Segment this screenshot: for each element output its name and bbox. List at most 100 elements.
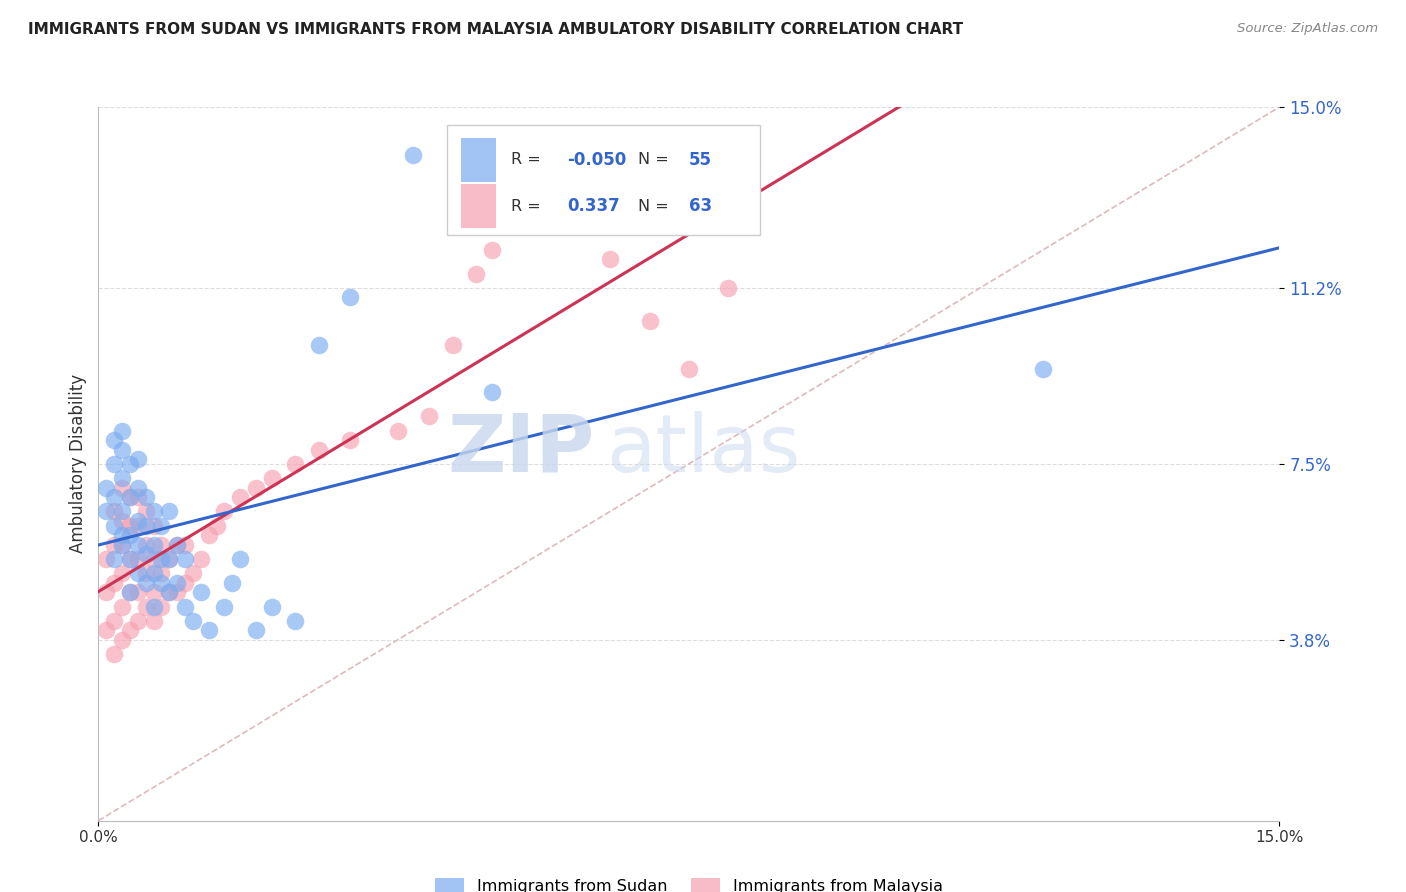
- Point: [157, 552, 180, 566]
- Text: R =: R =: [510, 199, 540, 214]
- Point: [560, 195, 582, 210]
- Point: [111, 504, 134, 518]
- Point: [197, 528, 219, 542]
- Point: [142, 538, 165, 552]
- Point: [520, 219, 543, 233]
- Point: [260, 471, 283, 485]
- Point: [111, 538, 134, 552]
- Point: [103, 433, 125, 447]
- Point: [245, 481, 267, 495]
- Point: [717, 281, 740, 295]
- Point: [135, 538, 157, 552]
- Point: [229, 490, 252, 504]
- Point: [214, 599, 236, 614]
- Point: [245, 624, 267, 638]
- Point: [135, 518, 157, 533]
- Point: [418, 409, 440, 424]
- Point: [1032, 361, 1054, 376]
- Point: [142, 614, 165, 628]
- Point: [157, 504, 180, 518]
- Point: [402, 147, 425, 161]
- Point: [118, 585, 141, 599]
- Text: atlas: atlas: [606, 410, 800, 489]
- Point: [157, 552, 180, 566]
- Point: [166, 538, 188, 552]
- Point: [174, 552, 197, 566]
- Point: [229, 552, 252, 566]
- Point: [150, 599, 173, 614]
- Point: [135, 566, 157, 581]
- Point: [103, 614, 125, 628]
- Point: [150, 518, 173, 533]
- Point: [142, 585, 165, 599]
- Point: [197, 624, 219, 638]
- Text: R =: R =: [510, 153, 540, 168]
- Point: [127, 538, 149, 552]
- Text: N =: N =: [638, 153, 669, 168]
- Point: [118, 585, 141, 599]
- Point: [118, 552, 141, 566]
- Point: [260, 599, 283, 614]
- Point: [387, 424, 409, 438]
- Point: [118, 490, 141, 504]
- Point: [205, 518, 228, 533]
- Point: [96, 504, 118, 518]
- Point: [127, 452, 149, 467]
- Point: [135, 547, 157, 561]
- Point: [118, 528, 141, 542]
- Point: [96, 481, 118, 495]
- Point: [150, 538, 173, 552]
- Text: Source: ZipAtlas.com: Source: ZipAtlas.com: [1237, 22, 1378, 36]
- Point: [103, 647, 125, 661]
- Point: [150, 566, 173, 581]
- Point: [150, 552, 173, 566]
- Point: [127, 514, 149, 528]
- Text: 0.337: 0.337: [567, 197, 620, 215]
- Point: [96, 552, 118, 566]
- Point: [127, 481, 149, 495]
- Point: [135, 575, 157, 590]
- Point: [111, 442, 134, 457]
- Point: [118, 624, 141, 638]
- Legend: Immigrants from Sudan, Immigrants from Malaysia: Immigrants from Sudan, Immigrants from M…: [429, 871, 949, 892]
- Point: [157, 585, 180, 599]
- Point: [157, 585, 180, 599]
- Text: ZIP: ZIP: [447, 410, 595, 489]
- Point: [174, 575, 197, 590]
- Text: N =: N =: [638, 199, 669, 214]
- Point: [103, 490, 125, 504]
- Y-axis label: Ambulatory Disability: Ambulatory Disability: [69, 375, 87, 553]
- Point: [103, 575, 125, 590]
- Point: [127, 518, 149, 533]
- FancyBboxPatch shape: [461, 184, 496, 228]
- Point: [103, 518, 125, 533]
- Point: [441, 338, 464, 352]
- Point: [481, 385, 503, 400]
- Point: [142, 518, 165, 533]
- Point: [135, 504, 157, 518]
- Point: [481, 243, 503, 257]
- Point: [111, 528, 134, 542]
- Point: [127, 614, 149, 628]
- Point: [221, 575, 243, 590]
- FancyBboxPatch shape: [447, 125, 759, 235]
- Point: [103, 552, 125, 566]
- Point: [166, 575, 188, 590]
- Point: [214, 504, 236, 518]
- Point: [465, 267, 488, 281]
- Point: [127, 585, 149, 599]
- Point: [308, 442, 330, 457]
- Point: [127, 490, 149, 504]
- Point: [339, 433, 361, 447]
- Point: [142, 566, 165, 581]
- Point: [96, 585, 118, 599]
- Point: [111, 538, 134, 552]
- Point: [103, 457, 125, 471]
- Point: [127, 566, 149, 581]
- Point: [284, 614, 307, 628]
- Point: [103, 504, 125, 518]
- Point: [174, 538, 197, 552]
- Point: [339, 290, 361, 304]
- Point: [599, 252, 621, 267]
- Point: [308, 338, 330, 352]
